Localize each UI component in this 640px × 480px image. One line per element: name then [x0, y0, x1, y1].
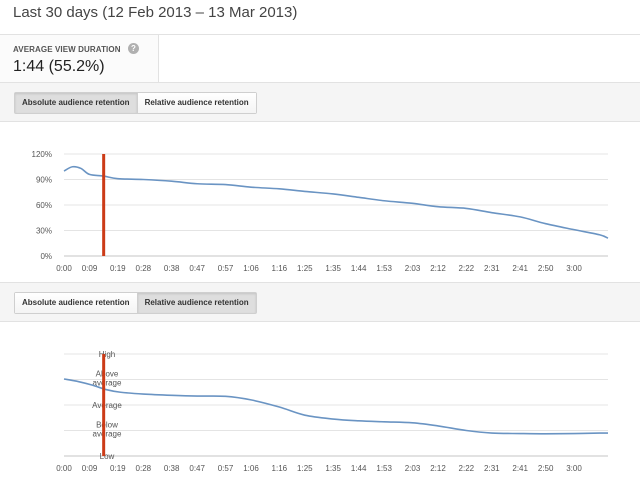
x-tick-label: 3:00 — [566, 264, 582, 273]
absolute-retention-tab-2[interactable]: Absolute audience retention — [15, 293, 137, 313]
x-tick-label: 2:31 — [484, 264, 500, 273]
average-view-duration-value: 1:44 (55.2%) — [13, 58, 105, 75]
x-tick-label: 2:50 — [538, 264, 554, 273]
metric-card — [0, 35, 159, 82]
y-tick-label: 30% — [36, 227, 52, 236]
x-tick-label: 0:00 — [56, 464, 72, 473]
y-tick-label: 0% — [40, 252, 52, 261]
x-tick-label: 2:50 — [538, 464, 554, 473]
retention-series-line — [63, 378, 609, 435]
y-tick-label: 90% — [36, 176, 52, 185]
x-tick-label: 0:38 — [164, 264, 180, 273]
relative-retention-tab[interactable]: Relative audience retention — [136, 93, 256, 113]
x-tick-label: 1:35 — [325, 264, 341, 273]
x-tick-label: 2:22 — [459, 264, 475, 273]
x-tick-label: 2:12 — [430, 264, 446, 273]
x-tick-label: 0:57 — [218, 464, 234, 473]
x-tick-label: 2:31 — [484, 464, 500, 473]
x-tick-label: 2:41 — [512, 264, 528, 273]
y-tick-label: 120% — [32, 150, 52, 159]
x-tick-label: 0:00 — [56, 264, 72, 273]
y-tick-label: High — [99, 350, 115, 359]
y-tick-label: Above average — [93, 370, 122, 388]
y-tick-label: Average — [92, 401, 122, 410]
x-tick-label: 0:47 — [189, 264, 205, 273]
x-tick-label: 1:53 — [376, 464, 392, 473]
x-tick-label: 0:28 — [136, 464, 152, 473]
x-tick-label: 1:16 — [272, 464, 288, 473]
y-tick-label-line: average — [93, 430, 122, 439]
average-view-duration-label: AVERAGE VIEW DURATION — [13, 45, 121, 54]
question-mark-icon[interactable]: ? — [128, 43, 139, 54]
y-tick-label: Low — [100, 452, 115, 461]
x-tick-label: 0:09 — [82, 264, 98, 273]
x-tick-label: 2:22 — [459, 464, 475, 473]
divider — [0, 121, 640, 122]
y-tick-label: Below average — [93, 421, 122, 439]
x-tick-label: 1:35 — [325, 464, 341, 473]
divider — [0, 282, 640, 283]
x-tick-label: 0:19 — [110, 264, 126, 273]
x-tick-label: 2:03 — [405, 464, 421, 473]
x-tick-label: 1:06 — [243, 264, 259, 273]
x-tick-label: 1:25 — [297, 464, 313, 473]
x-tick-label: 0:19 — [110, 464, 126, 473]
x-tick-label: 2:03 — [405, 264, 421, 273]
x-tick-label: 1:44 — [351, 264, 367, 273]
retention-toggle: Absolute audience retention Relative aud… — [14, 92, 257, 114]
x-tick-label: 2:41 — [512, 464, 528, 473]
y-tick-label: 60% — [36, 201, 52, 210]
x-tick-label: 0:47 — [189, 464, 205, 473]
x-tick-label: 1:06 — [243, 464, 259, 473]
x-tick-label: 1:16 — [272, 264, 288, 273]
x-tick-label: 0:57 — [218, 264, 234, 273]
divider — [0, 82, 640, 83]
retention-series-line — [63, 165, 609, 239]
x-tick-label: 0:28 — [136, 264, 152, 273]
divider — [0, 321, 640, 322]
retention-toggle-2: Absolute audience retention Relative aud… — [14, 292, 257, 314]
date-range-header: Last 30 days (12 Feb 2013 – 13 Mar 2013) — [13, 4, 298, 21]
y-tick-label-line: average — [93, 379, 122, 388]
relative-retention-tab-2[interactable]: Relative audience retention — [136, 293, 256, 313]
x-tick-label: 1:25 — [297, 264, 313, 273]
x-tick-label: 2:12 — [430, 464, 446, 473]
y-tick-label-line: Above — [96, 370, 119, 379]
y-tick-label-line: Below — [96, 421, 118, 430]
x-tick-label: 3:00 — [566, 464, 582, 473]
x-tick-label: 0:09 — [82, 464, 98, 473]
absolute-retention-tab[interactable]: Absolute audience retention — [15, 93, 137, 113]
x-tick-label: 0:38 — [164, 464, 180, 473]
absolute-retention-chart: 120% 90% 60% 30% 0% 0:00 0:09 0:19 0:28 0:38 0:47 0… — [32, 150, 609, 273]
x-tick-label: 1:53 — [376, 264, 392, 273]
x-tick-label: 1:44 — [351, 464, 367, 473]
divider — [0, 34, 640, 35]
